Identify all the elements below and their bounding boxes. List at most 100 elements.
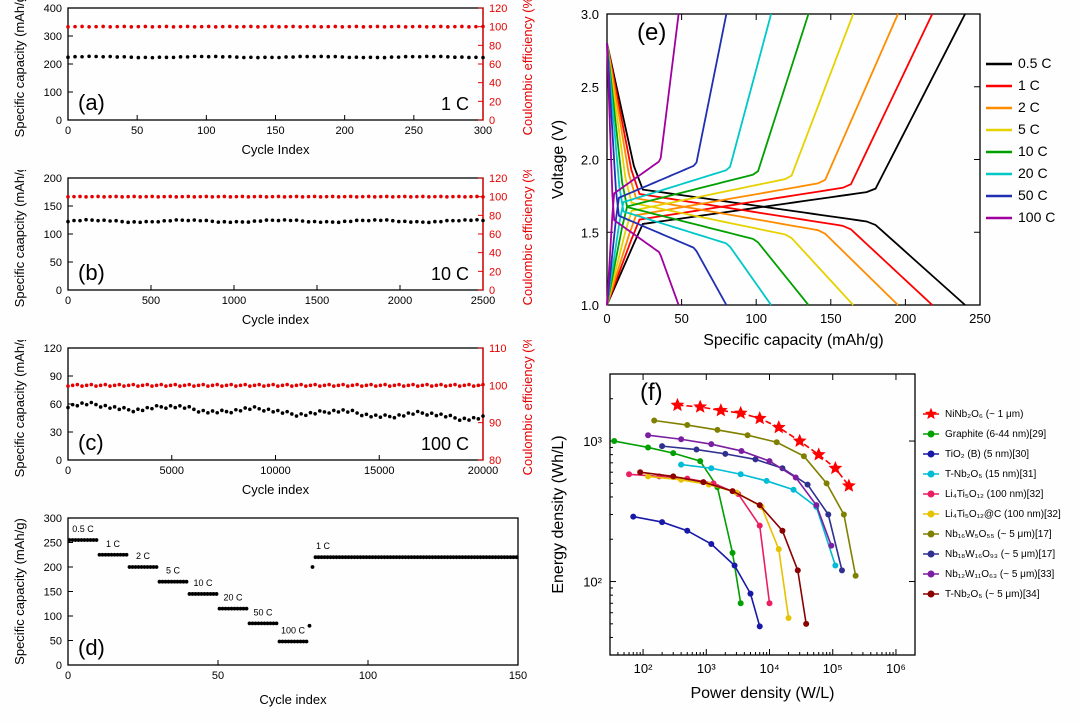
svg-text:80: 80 xyxy=(489,210,501,222)
svg-text:0: 0 xyxy=(489,285,495,297)
svg-text:Specific caapcity (mAh/g): Specific caapcity (mAh/g) xyxy=(12,170,27,307)
svg-text:Cycle Index: Cycle Index xyxy=(242,142,310,157)
svg-text:10²: 10² xyxy=(583,575,602,590)
svg-text:Coulombic efficiency (%): Coulombic efficiency (%) xyxy=(520,0,535,135)
svg-text:Cycle index: Cycle index xyxy=(242,482,310,497)
svg-text:Nb₁₂W₁₁O₆₃ (~ 5 μm)[33]: Nb₁₂W₁₁O₆₃ (~ 5 μm)[33] xyxy=(945,569,1054,580)
svg-text:50: 50 xyxy=(131,125,143,137)
svg-text:50: 50 xyxy=(50,636,62,648)
svg-text:100: 100 xyxy=(745,311,767,326)
svg-text:300: 300 xyxy=(44,513,62,525)
svg-text:(f): (f) xyxy=(640,379,663,406)
svg-text:0: 0 xyxy=(65,465,71,477)
svg-text:2.5: 2.5 xyxy=(581,80,599,95)
svg-text:200: 200 xyxy=(895,311,917,326)
svg-text:1 C: 1 C xyxy=(316,541,331,551)
svg-text:80: 80 xyxy=(489,455,501,467)
panel-c: 0500010000150002000003060901208090100110… xyxy=(8,340,538,500)
svg-text:1.5: 1.5 xyxy=(581,225,599,240)
svg-text:30: 30 xyxy=(50,427,62,439)
svg-text:(d): (d) xyxy=(78,635,105,660)
svg-text:200: 200 xyxy=(335,125,353,137)
svg-text:Graphite (6-44 nm)[29]: Graphite (6-44 nm)[29] xyxy=(945,429,1046,440)
svg-text:10⁵: 10⁵ xyxy=(823,661,843,676)
svg-text:0: 0 xyxy=(65,295,71,307)
svg-text:(a): (a) xyxy=(78,90,105,115)
svg-text:20: 20 xyxy=(489,266,501,278)
panel-e: 0501001502002501.01.52.02.53.0Specific c… xyxy=(545,0,1075,355)
svg-text:(e): (e) xyxy=(637,19,666,46)
svg-text:5 C: 5 C xyxy=(166,566,181,576)
svg-text:100: 100 xyxy=(44,229,62,241)
svg-text:(c): (c) xyxy=(78,430,104,455)
svg-text:100: 100 xyxy=(359,670,377,682)
panel-b: 0500100015002000250005010015020002040608… xyxy=(8,170,538,330)
svg-text:0.5 C: 0.5 C xyxy=(1018,55,1051,71)
svg-text:10⁶: 10⁶ xyxy=(886,661,906,676)
svg-text:200: 200 xyxy=(44,173,62,185)
svg-text:100: 100 xyxy=(489,22,507,34)
svg-text:150: 150 xyxy=(266,125,284,137)
svg-text:100 C: 100 C xyxy=(281,625,306,635)
panel-a: 0501001502002503000100200300400020406080… xyxy=(8,0,538,160)
svg-text:50 C: 50 C xyxy=(1018,187,1048,203)
svg-text:100 C: 100 C xyxy=(421,434,469,454)
svg-text:Energy density (Wh/L): Energy density (Wh/L) xyxy=(550,435,567,593)
svg-text:10 C: 10 C xyxy=(431,264,469,284)
svg-text:300: 300 xyxy=(44,31,62,43)
svg-text:40: 40 xyxy=(489,248,501,260)
svg-text:0: 0 xyxy=(65,125,71,137)
svg-text:Coulombic efficiency (%): Coulombic efficiency (%) xyxy=(520,340,535,475)
svg-text:0: 0 xyxy=(56,115,62,127)
svg-text:5000: 5000 xyxy=(160,465,184,477)
svg-text:Specific capacity (mAh/g): Specific capacity (mAh/g) xyxy=(12,518,27,665)
svg-text:60: 60 xyxy=(50,399,62,411)
svg-text:90: 90 xyxy=(489,418,501,430)
svg-text:Specific capacity (mAh/g): Specific capacity (mAh/g) xyxy=(703,332,884,349)
svg-text:Power density (W/L): Power density (W/L) xyxy=(690,685,834,702)
svg-text:10 C: 10 C xyxy=(193,578,213,588)
svg-text:2 C: 2 C xyxy=(1018,99,1040,115)
svg-text:120: 120 xyxy=(489,173,507,185)
svg-text:Nb₁₆W₅O₅₅ (~ 5 μm)[17]: Nb₁₆W₅O₅₅ (~ 5 μm)[17] xyxy=(945,529,1052,540)
svg-text:200: 200 xyxy=(44,562,62,574)
svg-text:90: 90 xyxy=(50,371,62,383)
svg-text:100: 100 xyxy=(489,192,507,204)
svg-text:120: 120 xyxy=(489,3,507,15)
svg-text:1000: 1000 xyxy=(222,295,246,307)
svg-text:10³: 10³ xyxy=(697,661,716,676)
svg-text:20 C: 20 C xyxy=(223,593,243,603)
svg-text:80: 80 xyxy=(489,40,501,52)
svg-text:250: 250 xyxy=(969,311,991,326)
svg-text:100: 100 xyxy=(44,611,62,623)
svg-text:150: 150 xyxy=(44,587,62,599)
svg-text:Coulombic efficiency (%): Coulombic efficiency (%) xyxy=(520,170,535,305)
svg-text:Specific capacity (mAh/g): Specific capacity (mAh/g) xyxy=(12,0,27,137)
svg-text:150: 150 xyxy=(44,201,62,213)
svg-text:50: 50 xyxy=(674,311,688,326)
svg-text:T-Nb₂O₅ (15 nm)[31]: T-Nb₂O₅ (15 nm)[31] xyxy=(945,469,1036,480)
svg-text:0: 0 xyxy=(56,455,62,467)
svg-text:100 C: 100 C xyxy=(1018,209,1055,225)
svg-text:10³: 10³ xyxy=(583,434,602,449)
svg-text:Li₄Ti₅O₁₂@C (100 nm)[32]: Li₄Ti₅O₁₂@C (100 nm)[32] xyxy=(945,509,1061,520)
svg-text:5 C: 5 C xyxy=(1018,121,1040,137)
svg-text:T-Nb₂O₅ (~ 5 μm)[34]: T-Nb₂O₅ (~ 5 μm)[34] xyxy=(945,589,1040,600)
svg-text:20: 20 xyxy=(489,96,501,108)
svg-text:250: 250 xyxy=(44,538,62,550)
svg-text:0: 0 xyxy=(56,660,62,672)
svg-text:50: 50 xyxy=(212,670,224,682)
svg-text:60: 60 xyxy=(489,229,501,241)
svg-text:500: 500 xyxy=(142,295,160,307)
svg-text:2.0: 2.0 xyxy=(581,153,599,168)
svg-text:250: 250 xyxy=(405,125,423,137)
svg-text:1.0: 1.0 xyxy=(581,298,599,313)
svg-text:2 C: 2 C xyxy=(136,551,151,561)
svg-text:(b): (b) xyxy=(78,260,105,285)
svg-text:50: 50 xyxy=(50,257,62,269)
svg-text:60: 60 xyxy=(489,59,501,71)
figure-panel-group: 0501001502002503000100200300400020406080… xyxy=(0,0,1080,723)
svg-text:1 C: 1 C xyxy=(1018,77,1040,93)
svg-text:Specific capacity (mAh/g): Specific capacity (mAh/g) xyxy=(12,340,27,477)
svg-text:100: 100 xyxy=(489,380,507,392)
